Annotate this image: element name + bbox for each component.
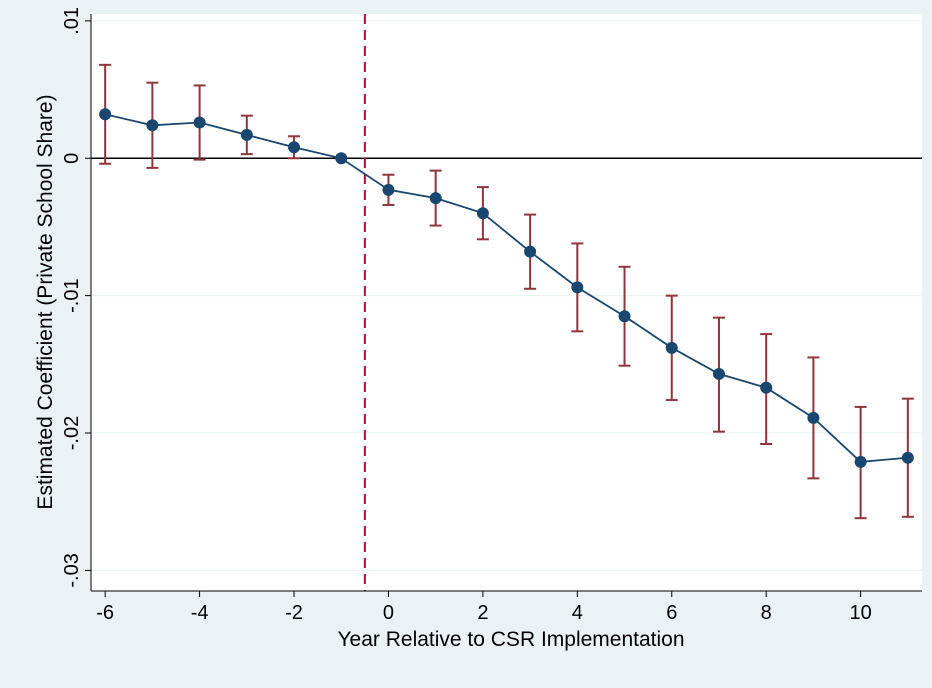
x-tick-label: 4 xyxy=(572,602,583,624)
data-point xyxy=(99,108,112,121)
data-point xyxy=(712,367,725,380)
data-point xyxy=(288,141,301,154)
data-point xyxy=(665,341,678,354)
data-point xyxy=(193,116,206,129)
markers xyxy=(99,108,914,468)
x-tick-label: -6 xyxy=(96,602,114,624)
y-tick-label: -.03 xyxy=(61,553,83,587)
series-line-layer xyxy=(104,113,908,463)
series-line xyxy=(104,113,908,463)
x-axis-label: Year Relative to CSR Implementation xyxy=(337,628,684,651)
y-tick-label: 0 xyxy=(61,153,83,164)
x-tick-label: -2 xyxy=(285,602,303,624)
x-tick-label: -4 xyxy=(191,602,209,624)
data-point xyxy=(571,281,584,294)
reference-lines xyxy=(91,14,922,591)
x-tick-label: 8 xyxy=(761,602,772,624)
y-tick-label: .01 xyxy=(61,7,83,35)
x-tick-label: 10 xyxy=(849,602,871,624)
x-tick-label: 0 xyxy=(383,602,394,624)
plot-area xyxy=(91,14,922,591)
x-tick-label: 6 xyxy=(666,602,677,624)
data-point xyxy=(476,207,489,220)
data-point xyxy=(382,183,395,196)
data-point xyxy=(901,451,914,464)
data-point xyxy=(146,119,159,132)
data-point xyxy=(429,192,442,205)
y-tick-label: -.01 xyxy=(61,278,83,312)
y-axis-label: Estimated Coefficient (Private School Sh… xyxy=(34,94,57,509)
y-tick-label: -.02 xyxy=(61,416,83,450)
data-point xyxy=(240,128,253,141)
data-point xyxy=(760,381,773,394)
data-point xyxy=(618,310,631,323)
x-tick-label: 2 xyxy=(477,602,488,624)
data-point xyxy=(335,152,348,165)
data-point xyxy=(807,411,820,424)
data-point xyxy=(524,245,537,258)
data-point xyxy=(854,455,867,468)
axes: .01 0 -.01 -.02 -.03 -6 -4 -2 0 2 4 6 8 10 xyxy=(61,7,922,624)
